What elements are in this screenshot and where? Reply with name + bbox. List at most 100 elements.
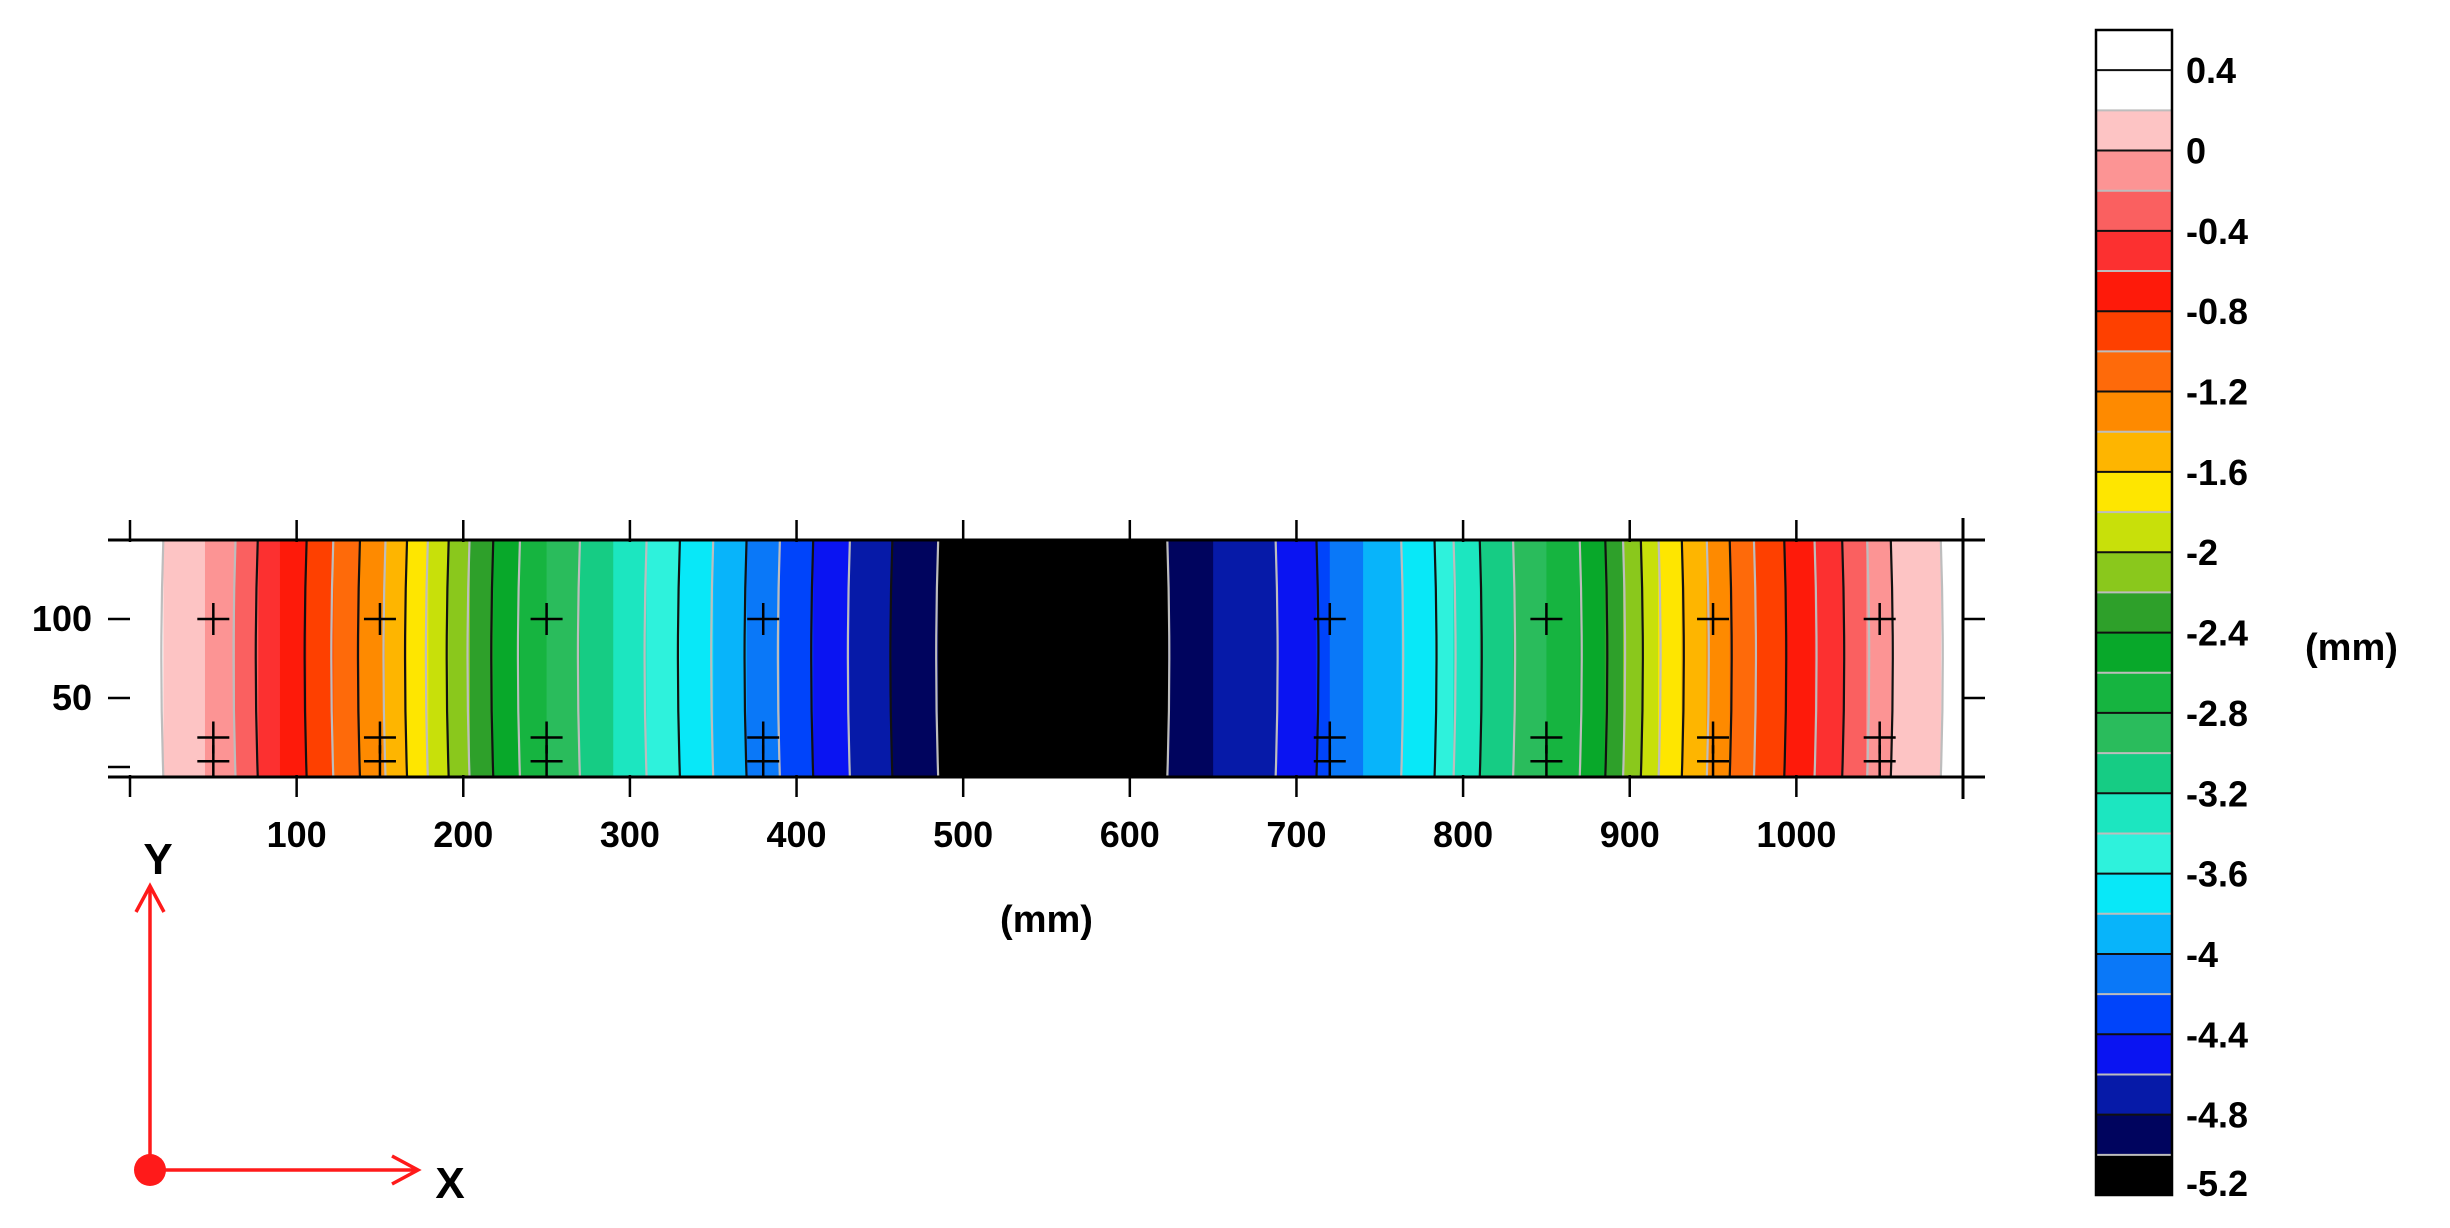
- y-tick-label: 50: [52, 677, 92, 718]
- contour-band: [1843, 540, 1867, 777]
- x-axis-unit-label: (mm): [1000, 899, 1093, 941]
- contour-band: [1891, 540, 1942, 777]
- colorbar-swatch: [2096, 913, 2172, 955]
- contour-line: [676, 539, 681, 778]
- contour-line: [1621, 539, 1627, 778]
- contour-line: [1578, 539, 1583, 778]
- x-tick-label: 600: [1100, 814, 1160, 855]
- colorbar-swatch: [2096, 793, 2172, 834]
- colorbar-swatch: [2096, 351, 2172, 393]
- contour-band: [384, 540, 408, 777]
- contour-line: [403, 539, 409, 778]
- contour-line: [1939, 539, 1944, 778]
- colorbar-level-label: -4.4: [2186, 1014, 2248, 1055]
- contour-line: [1841, 539, 1846, 778]
- contour-band: [1434, 540, 1454, 777]
- contour-line: [1813, 539, 1818, 778]
- colorbar-swatch: [2096, 471, 2172, 513]
- x-tick-label: 900: [1600, 814, 1660, 855]
- colorbar-unit-label: (mm): [2305, 627, 2398, 669]
- x-tick-label: 1000: [1756, 814, 1836, 855]
- contour-band: [1754, 540, 1786, 777]
- contour-line: [356, 539, 362, 778]
- contour-line: [710, 539, 715, 778]
- contour-band: [1401, 540, 1436, 777]
- contour-line: [516, 539, 522, 778]
- contour-band: [1814, 540, 1844, 777]
- colorbar-swatch: [2096, 30, 2172, 71]
- x-tick-label: 700: [1266, 814, 1326, 855]
- colorbar-swatch: [2096, 552, 2172, 593]
- contour-line: [1752, 539, 1758, 778]
- colorbar-swatch: [2096, 712, 2172, 754]
- colorbar-level-label: -5.2: [2186, 1163, 2248, 1204]
- contour-band: [1784, 540, 1816, 777]
- contour-band: [1479, 540, 1514, 777]
- colorbar-swatch: [2096, 994, 2172, 1035]
- colorbar-level-label: -4.8: [2186, 1095, 2248, 1136]
- contour-line: [1657, 539, 1662, 778]
- contour-line: [1866, 539, 1871, 778]
- colorbar-level-label: -1.6: [2186, 452, 2248, 493]
- colorbar-level-label: -0.8: [2186, 291, 2248, 332]
- contour-band: [679, 540, 714, 777]
- colorbar-swatch: [2096, 110, 2172, 152]
- contour-line: [846, 539, 851, 778]
- contour-line: [1274, 539, 1279, 778]
- contour-line: [1452, 539, 1457, 778]
- plot-axes: 100 200 300 400 500 600 700 800 900 1000 50 100 (mm): [32, 518, 1985, 941]
- x-axis-glyph-label: X: [435, 1159, 464, 1208]
- colorbar-level-label: -4: [2186, 934, 2218, 975]
- colorbar-frame: [2094, 28, 2174, 1197]
- colorbar-swatch: [2096, 271, 2172, 312]
- contour-line: [1889, 539, 1894, 778]
- y-arrow-head: [134, 882, 166, 913]
- contour-band: [359, 540, 386, 777]
- contour-band: [546, 540, 581, 777]
- colorbar-level-label: -2.4: [2186, 613, 2248, 654]
- contour-band: [279, 540, 308, 777]
- contour-band: [1316, 540, 1331, 777]
- contour-line: [1639, 539, 1644, 778]
- contour-band: [1641, 540, 1659, 777]
- contour-band: [891, 540, 939, 777]
- colorbar-swatch: [2096, 873, 2172, 915]
- contour-line: [232, 539, 237, 778]
- contour-line: [776, 539, 781, 778]
- colorbar-level-label: -2.8: [2186, 693, 2248, 734]
- x-tick-label: 200: [433, 814, 493, 855]
- contour-band: [1329, 540, 1364, 777]
- contour-band: [493, 540, 521, 777]
- colorbar-swatch: [2096, 311, 2172, 352]
- x-tick-label: 300: [600, 814, 660, 855]
- colorbar-swatch: [2096, 150, 2172, 192]
- contour-line: [1511, 539, 1517, 778]
- contour-band: [1213, 540, 1278, 777]
- contour-line: [445, 539, 450, 778]
- contour-line: [1705, 539, 1710, 778]
- contour-band: [469, 540, 494, 777]
- contour-band: [779, 540, 814, 777]
- contour-band: [1623, 540, 1642, 777]
- colorbar: 0.4 0 -0.4 -0.8 -1.2 -1.6 -2 -2.4 -2.8 -3.2 -3.6 -4…: [2094, 28, 2398, 1204]
- contour-band: [1658, 540, 1682, 777]
- contour-band: [306, 540, 334, 777]
- coordinate-system: YX: [134, 835, 465, 1208]
- contour-band: [130, 540, 164, 777]
- colorbar-level-label: -0.4: [2186, 211, 2248, 252]
- colorbar-swatch: [2096, 632, 2172, 674]
- contour-band: [1681, 540, 1707, 777]
- contour-line: [1680, 539, 1685, 778]
- contour-band: [1513, 540, 1548, 777]
- contour-band: [1546, 540, 1581, 777]
- contour-band: [849, 540, 893, 777]
- contour-band: [1941, 540, 1964, 777]
- contour-line: [1478, 539, 1483, 778]
- contour-band: [646, 540, 681, 777]
- contour-line: [576, 539, 582, 778]
- contour-line: [490, 539, 495, 778]
- contour-line: [889, 539, 894, 778]
- colorbar-swatch: [2096, 753, 2172, 794]
- y-axis-glyph-label: Y: [143, 835, 172, 884]
